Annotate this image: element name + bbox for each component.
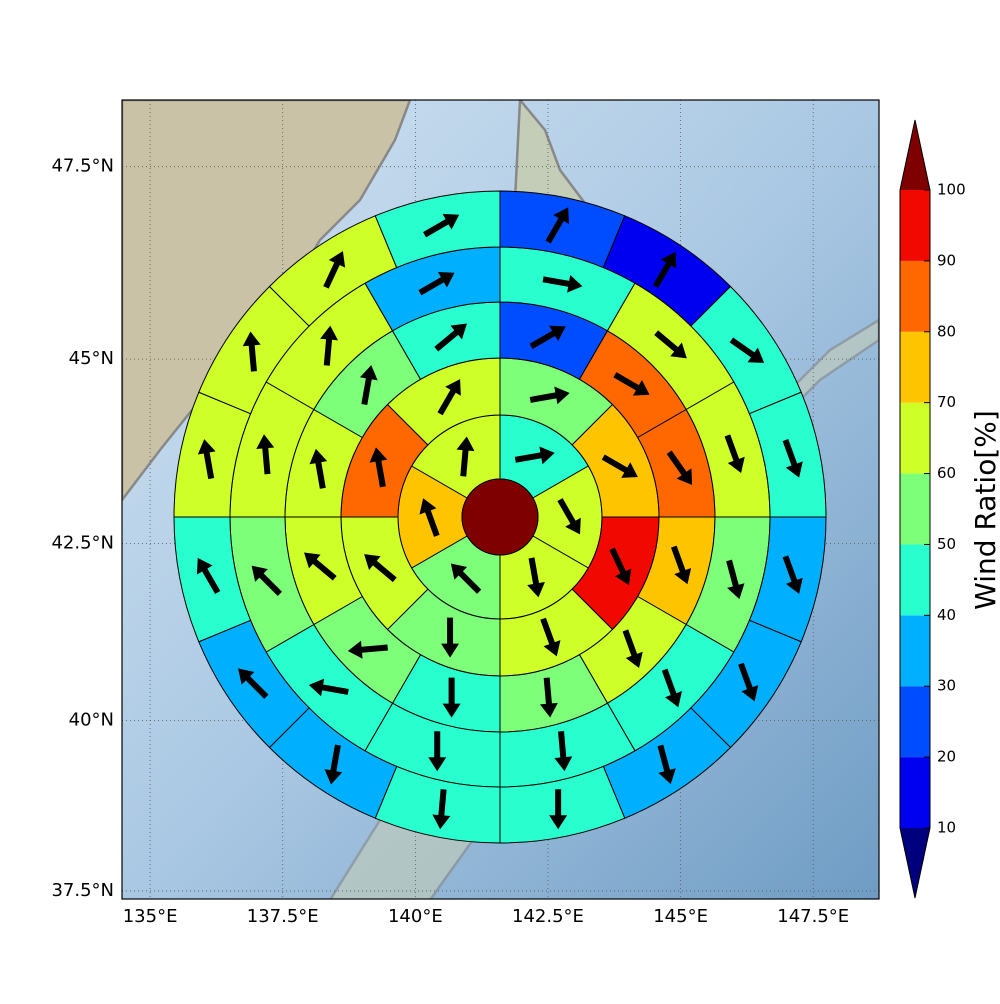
wind-arrow	[256, 434, 275, 475]
colorbar-segment	[900, 473, 930, 545]
wind-arrow	[359, 365, 378, 405]
colorbar-label: Wind Ratio[%]	[969, 410, 1000, 610]
colorbar-tick-label: 90	[937, 251, 956, 269]
wind-arrow	[418, 271, 455, 296]
wind-arrow	[428, 731, 447, 772]
wind-arrow	[251, 565, 283, 597]
y-tick-label: 42.5°N	[51, 532, 114, 553]
colorbar-tick-label: 20	[937, 748, 956, 766]
wind-arrow	[364, 554, 397, 583]
colorbar-tick-label: 40	[937, 606, 956, 624]
wind-arrow	[529, 386, 570, 405]
colorbar-tick-label: 10	[937, 819, 956, 837]
y-tick-label: 40°N	[69, 709, 114, 730]
x-tick-label: 142.5°E	[512, 906, 584, 927]
colorbar-segment	[900, 615, 930, 687]
colorbar-segment	[900, 190, 930, 261]
colorbar-tick-label: 100	[937, 181, 966, 199]
wind-arrow	[242, 331, 261, 372]
colorbar-tick-label: 80	[937, 322, 956, 340]
wind-arrow	[514, 446, 555, 465]
colorbar-tick-label: 30	[937, 677, 956, 695]
wind-arrow	[437, 379, 461, 416]
wind-arrow	[666, 450, 693, 485]
y-tick-label: 45°N	[69, 348, 114, 369]
colorbar-tick-label: 70	[937, 393, 956, 411]
wind-arrows	[196, 207, 803, 830]
wind-arrow	[554, 731, 573, 772]
wind-arrow	[347, 640, 388, 659]
wind-arrow	[434, 323, 467, 352]
wind-arrow	[726, 559, 745, 600]
wind-arrow	[323, 251, 346, 289]
wind-arrow	[308, 678, 349, 697]
wind-arrow	[423, 213, 460, 238]
x-tick-label: 145°E	[653, 906, 708, 927]
wind-arrow	[539, 677, 558, 718]
colorbar-extend-low	[900, 828, 930, 898]
x-tick-label: 147.5°E	[777, 906, 849, 927]
wind-arrow	[545, 207, 569, 244]
wind-arrow	[456, 436, 475, 477]
colorbar-segment	[900, 260, 930, 332]
wind-arrow	[450, 563, 482, 594]
wind-arrow	[196, 557, 221, 594]
center-disk	[461, 478, 539, 556]
wind-arrow	[419, 498, 440, 537]
x-tick-label: 135°E	[123, 906, 178, 927]
wind-arrow	[527, 557, 545, 598]
wind-arrow	[442, 677, 461, 718]
axes-frame	[121, 99, 880, 900]
y-tick-label: 47.5°N	[51, 156, 114, 177]
wind-arrow	[657, 744, 676, 785]
wind-arrow	[557, 498, 581, 535]
wind-arrow	[320, 325, 339, 366]
wind-arrow	[304, 552, 337, 581]
wind-arrow	[609, 547, 632, 586]
colorbar-tick-label: 60	[937, 464, 956, 482]
wind-arrow	[529, 325, 566, 349]
wind-arrow	[238, 668, 269, 699]
x-tick-label: 137.5°E	[247, 906, 319, 927]
wind-arrow	[670, 545, 692, 585]
wind-arrow	[782, 555, 803, 594]
polar-grid	[173, 190, 827, 844]
y-tick-label: 37.5°N	[51, 880, 114, 901]
wind-arrow	[540, 617, 561, 657]
wind-arrow	[549, 789, 568, 830]
wind-arrow	[432, 789, 451, 830]
wind-arrow	[601, 454, 638, 478]
wind-arrow	[738, 662, 759, 702]
colorbar-segment	[900, 544, 930, 616]
colorbar-segment	[900, 402, 930, 474]
colorbar-extend-high	[900, 120, 930, 190]
wind-arrow	[782, 439, 803, 478]
wind-arrow	[654, 330, 687, 359]
wind-arrow	[369, 447, 388, 488]
colorbar-segment	[900, 331, 930, 403]
colorbar-segment	[900, 757, 930, 828]
ticks: 135°E 137.5°E 140°E 142.5°E 145°E 147.5°E 37.5…	[51, 156, 849, 927]
colorbar-segment	[900, 686, 930, 758]
wind-arrow	[441, 617, 460, 658]
wind-arrow	[652, 251, 677, 289]
wind-arrow	[324, 744, 343, 785]
wind-arrow	[542, 274, 583, 293]
wind-arrow	[613, 372, 650, 396]
wind-arrow	[724, 434, 745, 474]
wind-arrow	[729, 337, 765, 363]
wind-arrow	[309, 448, 328, 489]
wind-arrow	[622, 629, 643, 669]
x-tick-label: 140°E	[388, 906, 443, 927]
wind-arrow	[197, 439, 216, 480]
colorbar-tick-label: 50	[937, 535, 956, 553]
colorbar: 10 20 30 40 50 60 70 80 90 100	[899, 119, 966, 899]
wind-arrow	[661, 668, 682, 708]
